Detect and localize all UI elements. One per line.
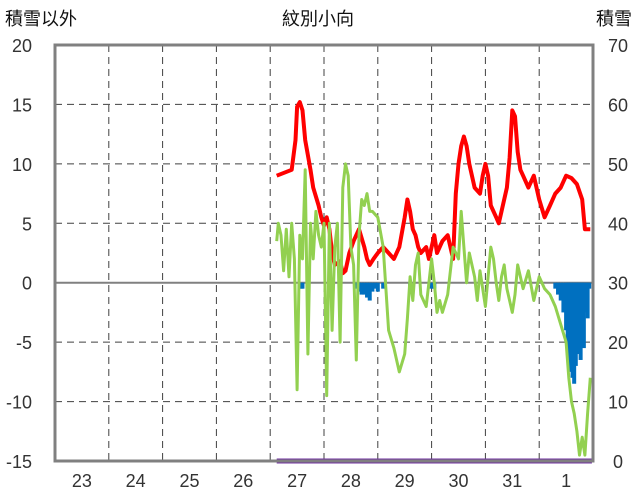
snow-depth-bar	[556, 282, 561, 295]
y-right-tick-label: 40	[608, 214, 628, 234]
y-left-tick-label: 15	[12, 95, 32, 115]
y-left-tick-label: -5	[16, 333, 32, 353]
x-tick-label: 31	[502, 471, 522, 491]
snow-depth-bar	[553, 282, 558, 289]
plot-frame	[53, 43, 595, 463]
snow-depth-bar	[300, 282, 305, 289]
x-tick-label: 25	[179, 471, 199, 491]
x-tick-label: 23	[72, 471, 92, 491]
snow-depth-bar	[587, 282, 592, 289]
snow-depth-bar	[359, 282, 364, 295]
snow-depth-bar	[362, 282, 367, 295]
x-tick-label: 27	[287, 471, 307, 491]
y-right-tick-label: 50	[608, 155, 628, 175]
x-tick-label: 26	[233, 471, 253, 491]
snow-depth-bar	[381, 282, 386, 289]
x-tick-label: 29	[395, 471, 415, 491]
snow-depth-bar	[373, 282, 378, 289]
snow-depth-bar	[561, 282, 566, 313]
y-left-ticks: 20 15 10 5 0 -5 -10 -15	[6, 36, 32, 472]
snow-depth-bar	[375, 282, 380, 292]
x-tick-label: 1	[561, 471, 571, 491]
snow-depth-bar	[581, 282, 586, 349]
snow-depth-bar	[370, 282, 375, 292]
y-right-tick-label: 0	[613, 452, 623, 472]
y-left-tick-label: 5	[22, 214, 32, 234]
y-right-tick-label: 30	[608, 274, 628, 294]
snow-depth-bar	[583, 282, 588, 313]
y-left-tick-label: 20	[12, 36, 32, 56]
y-left-label: 積雪以外	[5, 9, 77, 29]
y-left-tick-label: -10	[6, 393, 32, 413]
y-left-tick-label: 10	[12, 155, 32, 175]
series-line-1	[275, 162, 592, 457]
y-right-tick-label: 20	[608, 333, 628, 353]
snow-depth-bar	[585, 282, 590, 319]
snow-depth-bar	[365, 282, 370, 298]
x-tick-label: 28	[341, 471, 361, 491]
y-right-ticks: 70 60 50 40 30 20 10 0	[608, 36, 628, 472]
snow-depth-bar	[354, 282, 359, 289]
y-right-tick-label: 70	[608, 36, 628, 56]
y-left-tick-label: -15	[6, 452, 32, 472]
y-left-tick-label: 0	[22, 274, 32, 294]
x-ticks: 23 24 25 26 27 28 29 30 31 1	[72, 471, 571, 491]
x-tick-label: 30	[448, 471, 468, 491]
snow-depth-bar	[429, 282, 434, 289]
snow-depth-bar	[558, 282, 563, 301]
x-tick-label: 24	[126, 471, 146, 491]
y-right-tick-label: 60	[608, 95, 628, 115]
y-right-label: 積雪	[596, 9, 632, 29]
snow-depth-bar	[367, 282, 372, 301]
y-right-tick-label: 10	[608, 393, 628, 413]
chart-title: 紋別小向	[282, 9, 354, 29]
